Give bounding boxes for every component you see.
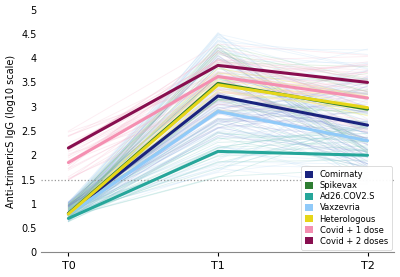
Y-axis label: Anti-trimericS IgG (log10 scale): Anti-trimericS IgG (log10 scale) (6, 54, 16, 207)
Legend: Comirnaty, Spikevax, Ad26.COV2.S, Vaxzevria, Heterologous, Covid + 1 dose, Covid: Comirnaty, Spikevax, Ad26.COV2.S, Vaxzev… (301, 166, 392, 250)
